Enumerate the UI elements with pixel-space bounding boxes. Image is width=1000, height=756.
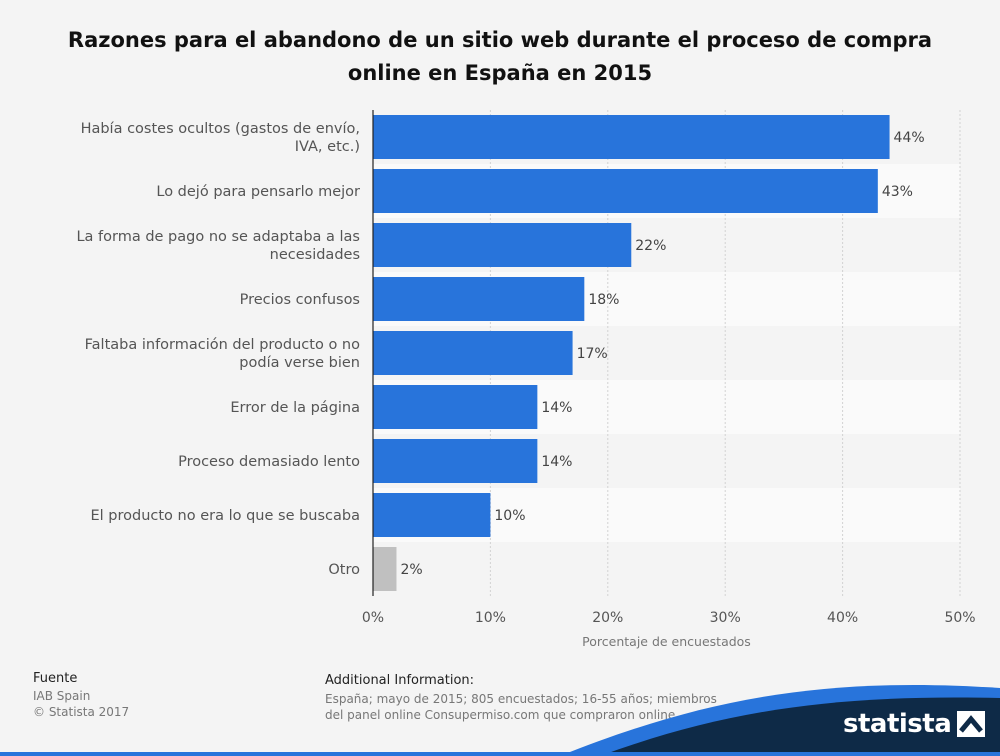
value-label-9: 2% <box>400 562 422 578</box>
logo-mark-icon <box>957 711 986 737</box>
category-label-1: Había costes ocultos (gastos de envío, IV… <box>81 121 360 155</box>
bar-1 <box>373 115 890 159</box>
x-axis-title: Porcentaje de encuestados <box>582 634 751 649</box>
bar-4 <box>373 277 585 321</box>
source-heading: Fuente <box>33 671 78 686</box>
bar-5 <box>373 331 573 375</box>
bar-9 <box>373 547 397 591</box>
category-label-4: Precios confusos <box>240 292 360 308</box>
value-label-1: 44% <box>894 130 925 146</box>
category-label-7: Proceso demasiado lento <box>178 454 360 470</box>
value-label-6: 14% <box>541 400 572 416</box>
value-label-4: 18% <box>588 292 619 308</box>
value-label-2: 43% <box>882 184 913 200</box>
bottom-strip <box>0 752 1000 756</box>
bar-chart: 44% Había costes ocultos (gastos de envío… <box>76 110 976 649</box>
row-band <box>373 542 960 596</box>
category-label-2: Lo dejó para pensarlo mejor <box>156 184 360 200</box>
x-tick-label: 0% <box>362 610 384 626</box>
dark-wave <box>600 697 1000 756</box>
x-tick-label: 30% <box>710 610 741 626</box>
value-label-7: 14% <box>541 454 572 470</box>
category-label-3: La forma de pago no se adaptaba a las nec… <box>76 229 360 263</box>
value-label-5: 17% <box>577 346 608 362</box>
x-tick-label: 20% <box>592 610 623 626</box>
x-tick-label: 10% <box>475 610 506 626</box>
category-label-6: Error de la página <box>230 400 360 416</box>
bar-2 <box>373 169 878 213</box>
bar-7 <box>373 439 538 483</box>
bar-8 <box>373 493 491 537</box>
bar-3 <box>373 223 632 267</box>
category-label-9: Otro <box>328 562 360 578</box>
x-tick-label: 50% <box>944 610 975 626</box>
source-name: IAB Spain <box>33 689 91 703</box>
category-label-8: El producto no era lo que se buscaba <box>90 508 360 524</box>
statista-logo[interactable]: statista <box>843 704 986 744</box>
value-label-3: 22% <box>635 238 666 254</box>
x-tick-label: 40% <box>827 610 858 626</box>
chart-title: Razones para el abandono de un sitio web… <box>67 28 933 85</box>
additional-info-text: España; mayo de 2015; 805 encuestados; 1… <box>325 692 717 722</box>
value-label-8: 10% <box>494 508 525 524</box>
category-label-5: Faltaba información del producto o no pod… <box>85 337 360 371</box>
additional-info-heading: Additional Information: <box>325 673 475 688</box>
logo-wordmark: statista <box>843 709 952 739</box>
copyright-notice: © Statista 2017 <box>33 705 130 719</box>
bar-6 <box>373 385 538 429</box>
